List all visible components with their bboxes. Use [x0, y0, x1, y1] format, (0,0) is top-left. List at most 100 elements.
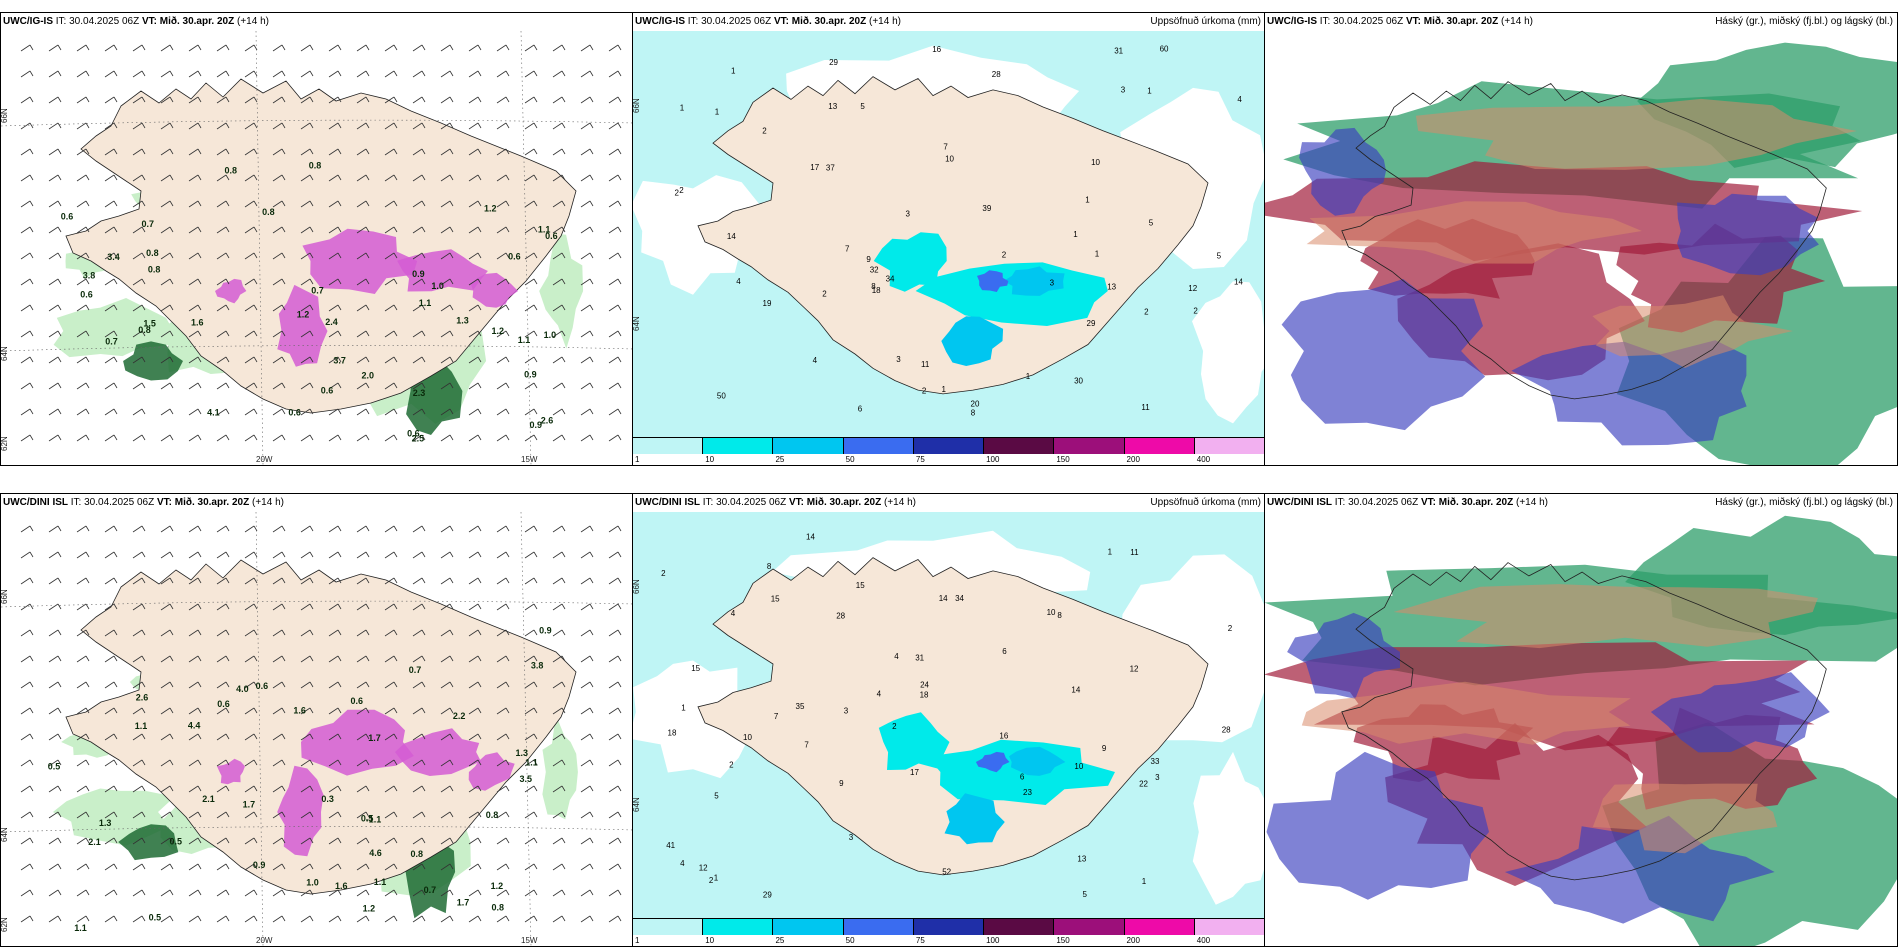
wind-barb-flag: [197, 382, 202, 389]
wind-barb-flag: [57, 551, 62, 558]
precip-value-label: 1.6: [191, 318, 204, 328]
wind-barb-flag: [225, 629, 230, 636]
wind-barb: [496, 785, 507, 793]
wind-barb: [160, 603, 171, 611]
wind-barb-flag: [113, 759, 118, 766]
wind-barb-flag: [421, 707, 426, 714]
wind-barb-flag: [141, 96, 146, 103]
wind-barb: [328, 733, 339, 741]
wind-barb: [524, 837, 535, 845]
wind-barb-flag: [309, 837, 314, 844]
wind-barb-flag: [281, 525, 286, 532]
wind-barb-flag: [365, 278, 370, 285]
wind-barb-flag: [533, 863, 538, 870]
wind-barb-flag: [29, 96, 34, 103]
wind-barb: [244, 70, 255, 78]
wind-barb: [580, 226, 591, 234]
wind-barb: [328, 434, 339, 442]
precip-value-label: 29: [1087, 319, 1096, 328]
wind-barb: [300, 759, 311, 767]
wind-barb: [48, 551, 59, 559]
wind-barb: [328, 304, 339, 312]
wind-barb-flag: [57, 226, 62, 233]
wind-barb-flag: [225, 785, 230, 792]
wind-barb: [608, 863, 619, 871]
wind-barb-flag: [57, 707, 62, 714]
wind-barb: [412, 525, 423, 533]
wind-barb: [468, 863, 479, 871]
wind-barb: [552, 603, 563, 611]
precip-value-label: 15: [691, 664, 700, 673]
wind-barb: [412, 70, 423, 78]
wind-barb-flag: [505, 577, 510, 584]
wind-barb-flag: [57, 655, 62, 662]
wind-barb-flag: [505, 681, 510, 688]
precip-value-label: 0.8: [138, 325, 151, 335]
wind-barb-flag: [113, 681, 118, 688]
wind-barb: [524, 226, 535, 234]
wind-barb-flag: [141, 304, 146, 311]
wind-barb-flag: [505, 785, 510, 792]
panel-header: UWC/DINI ISL IT: 30.04.2025 06Z VT: Mið.…: [3, 497, 284, 508]
wind-barb-flag: [169, 863, 174, 870]
wind-barb-flag: [29, 837, 34, 844]
precip-value-label: 4: [736, 277, 741, 286]
wind-barb-flag: [29, 603, 34, 610]
wind-barb-flag: [617, 226, 622, 233]
wind-barb-flag: [253, 759, 258, 766]
wind-barb-flag: [169, 122, 174, 129]
wind-barb: [216, 785, 227, 793]
wind-barb: [552, 889, 563, 897]
precip-value-label: 0.6: [217, 699, 230, 709]
wind-barb-flag: [421, 434, 426, 441]
wind-barb: [188, 577, 199, 585]
wind-barb-flag: [589, 226, 594, 233]
wind-barb-flag: [449, 759, 454, 766]
wind-barb: [440, 434, 451, 442]
wind-barb-flag: [197, 759, 202, 766]
precip-band: [1009, 746, 1066, 776]
precip-value-label: 1: [1095, 249, 1100, 258]
wind-barb: [48, 629, 59, 637]
precip-value-label: 28: [992, 70, 1001, 79]
wind-barb: [48, 278, 59, 286]
wind-barb: [468, 96, 479, 104]
wind-barb: [132, 356, 143, 364]
wind-barb: [440, 122, 451, 130]
precip-value-label: 8: [871, 282, 876, 291]
wind-barb-flag: [561, 681, 566, 688]
wind-barb: [384, 629, 395, 637]
wind-barb: [76, 278, 87, 286]
wind-barb: [496, 733, 507, 741]
precip-value-label: 10: [1091, 158, 1100, 167]
wind-barb-flag: [477, 785, 482, 792]
wind-barb: [468, 603, 479, 611]
wind-barb: [244, 837, 255, 845]
wind-barb-flag: [477, 226, 482, 233]
wind-barb: [384, 44, 395, 52]
wind-barb-flag: [281, 122, 286, 129]
precip-value-label: 2.6: [136, 692, 149, 702]
wind-barb-flag: [505, 70, 510, 77]
wind-barb-flag: [421, 252, 426, 259]
wind-barb: [216, 330, 227, 338]
wind-barb: [440, 707, 451, 715]
precip-value-label: 2: [675, 188, 680, 197]
wind-barb: [412, 382, 423, 390]
lat-label: 64N: [633, 797, 641, 812]
precip-value-label: 3: [906, 210, 911, 219]
wind-barb-flag: [561, 70, 566, 77]
wind-barb-flag: [505, 915, 510, 922]
precip-value-label: 0.8: [411, 849, 424, 859]
panel-bottom-middle-accum-precip: UWC/DINI ISL IT: 30.04.2025 06Z VT: Mið.…: [632, 493, 1266, 947]
wind-barb: [496, 577, 507, 585]
precip-value-label: 30: [1074, 377, 1083, 386]
wind-barb-flag: [617, 70, 622, 77]
wind-barb: [216, 655, 227, 663]
wind-barb: [328, 629, 339, 637]
wind-barb-flag: [113, 889, 118, 896]
wind-barb-flag: [141, 837, 146, 844]
precip-value-label: 13: [828, 102, 837, 111]
wind-barb: [384, 655, 395, 663]
wind-barb-flag: [477, 330, 482, 337]
